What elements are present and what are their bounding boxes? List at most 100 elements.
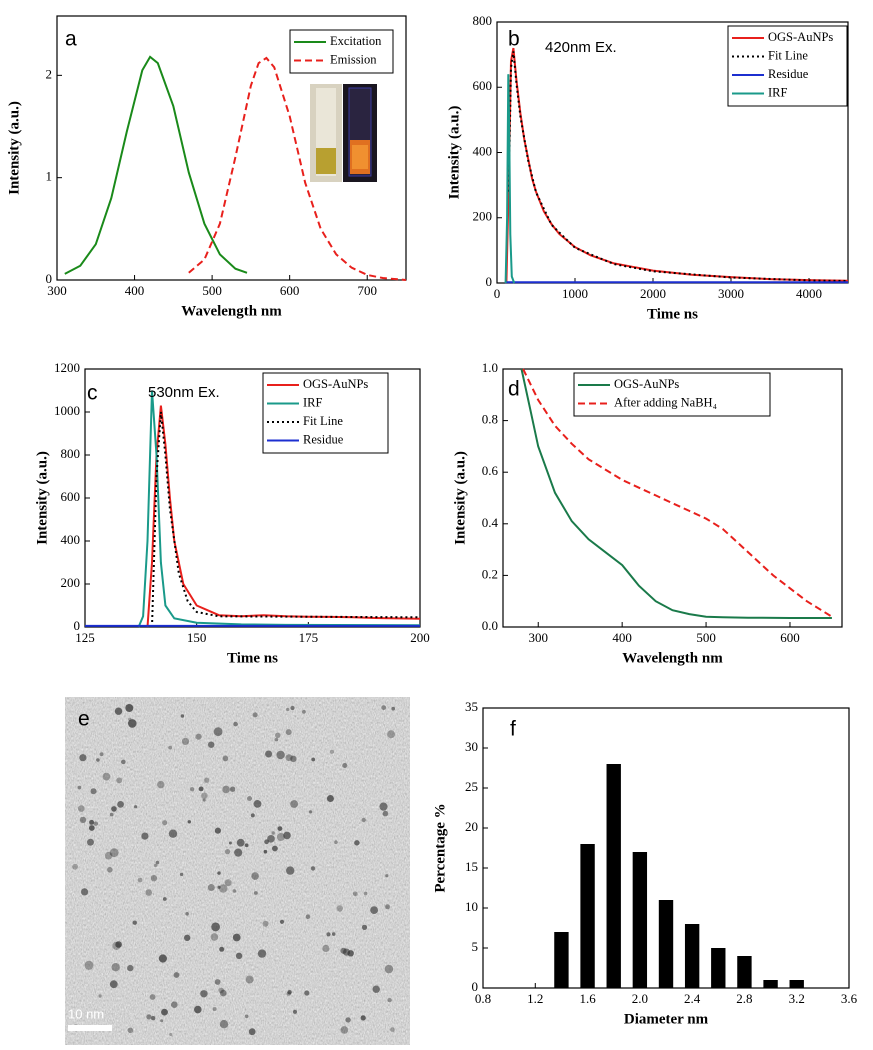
nanoparticle bbox=[391, 706, 396, 711]
nanoparticle bbox=[253, 800, 262, 808]
nanoparticle bbox=[361, 924, 368, 931]
nanoparticle bbox=[290, 800, 298, 808]
tem-image bbox=[65, 697, 410, 1045]
nanoparticle bbox=[250, 813, 255, 818]
bar bbox=[606, 764, 621, 988]
nanoparticle bbox=[127, 1027, 134, 1034]
nanoparticle bbox=[336, 905, 343, 912]
nanoparticle bbox=[84, 960, 94, 970]
y-tick-label: 1.0 bbox=[482, 360, 498, 375]
panel: 0.8 1.2 1.6 2.0 2.4 2.8 3.2 3.6 0 5 10 15 20 25 30 35 Di… bbox=[432, 699, 857, 1027]
nanoparticle bbox=[276, 750, 285, 760]
y-tick-label: 25 bbox=[465, 779, 478, 794]
nanoparticle bbox=[89, 819, 95, 825]
nanoparticle bbox=[155, 860, 160, 865]
nanoparticle bbox=[232, 933, 241, 942]
nanoparticle bbox=[141, 832, 149, 840]
nanoparticle bbox=[210, 933, 219, 941]
nanoparticle bbox=[107, 867, 113, 873]
nanoparticle bbox=[244, 843, 249, 848]
y-tick-label: 400 bbox=[473, 143, 493, 158]
nanoparticle bbox=[363, 891, 368, 896]
nanoparticle bbox=[283, 831, 291, 840]
nanoparticle bbox=[146, 1014, 152, 1020]
nanoparticle bbox=[127, 964, 134, 972]
nanoparticle bbox=[98, 994, 102, 998]
nanoparticle bbox=[329, 749, 334, 754]
nanoparticle bbox=[180, 714, 185, 718]
y-tick-label: 0 bbox=[472, 979, 479, 994]
nanoparticle bbox=[276, 833, 285, 841]
y-tick-label: 10 bbox=[465, 899, 478, 914]
panel: 0 1000 2000 3000 4000 0 200 400 600 800 Time ns Int… bbox=[446, 13, 849, 322]
y-tick-label: 200 bbox=[473, 209, 493, 224]
nanoparticle bbox=[309, 810, 313, 814]
y-tick-label: 0 bbox=[46, 271, 53, 286]
nanoparticle bbox=[125, 704, 134, 712]
y-tick-label: 0.6 bbox=[482, 463, 499, 478]
x-tick-label: 3000 bbox=[718, 286, 744, 301]
nanoparticle bbox=[263, 849, 268, 854]
legend-label: IRF bbox=[303, 395, 323, 409]
nanoparticle bbox=[381, 705, 387, 710]
nanoparticle bbox=[219, 1019, 229, 1029]
nanoparticle bbox=[93, 821, 99, 826]
nanoparticle bbox=[229, 786, 236, 792]
x-axis-label: Wavelength nm bbox=[622, 650, 723, 666]
x-tick-label: 3.6 bbox=[841, 991, 858, 1006]
annotation: 530nm Ex. bbox=[148, 384, 220, 401]
x-tick-label: 3.2 bbox=[789, 991, 805, 1006]
x-tick-label: 2.4 bbox=[684, 991, 701, 1006]
panel-label: f bbox=[510, 718, 516, 741]
plot-frame bbox=[502, 368, 843, 628]
panel-label: c bbox=[87, 382, 98, 405]
nanoparticle bbox=[326, 795, 334, 802]
x-tick-label: 600 bbox=[780, 630, 800, 645]
nanoparticle bbox=[218, 987, 224, 994]
nanoparticle bbox=[219, 884, 228, 893]
nanoparticle bbox=[235, 952, 243, 959]
nanoparticle bbox=[286, 991, 291, 996]
nanoparticle bbox=[372, 985, 380, 993]
nanoparticle bbox=[331, 932, 336, 936]
panel-label: a bbox=[65, 28, 77, 51]
y-tick-label: 0.8 bbox=[482, 412, 498, 427]
bar bbox=[632, 852, 648, 988]
nanoparticle bbox=[117, 801, 124, 808]
nanoparticle bbox=[310, 866, 316, 871]
series-line bbox=[504, 74, 516, 284]
nanoparticle bbox=[79, 754, 87, 762]
bar bbox=[763, 980, 778, 988]
nanoparticle bbox=[304, 990, 310, 996]
nanoparticle bbox=[189, 787, 195, 792]
nanoparticle bbox=[340, 1026, 349, 1034]
nanoparticle bbox=[162, 897, 167, 901]
y-axis-label: Intensity (a.u.) bbox=[446, 106, 462, 200]
nanoparticle bbox=[290, 705, 295, 711]
legend-label: After adding NaBH₄ bbox=[614, 395, 717, 409]
y-tick-label: 30 bbox=[465, 739, 478, 754]
nanoparticle bbox=[234, 848, 243, 857]
nanoparticle bbox=[212, 1007, 217, 1011]
nanoparticle bbox=[201, 792, 208, 800]
legend-box bbox=[573, 372, 771, 417]
nanoparticle bbox=[77, 785, 82, 790]
nanoparticle bbox=[109, 848, 119, 858]
y-tick-label: 800 bbox=[473, 13, 493, 28]
nanoparticle bbox=[292, 1009, 298, 1014]
nanoparticle bbox=[286, 707, 290, 712]
x-axis-label: Diameter nm bbox=[624, 1011, 709, 1027]
nanoparticle bbox=[285, 754, 293, 762]
nanoparticle bbox=[173, 972, 180, 978]
nanoparticle bbox=[208, 741, 215, 748]
nanoparticle bbox=[233, 721, 238, 727]
nanoparticle bbox=[134, 805, 138, 809]
nanoparticle bbox=[88, 825, 95, 831]
x-tick-label: 1.2 bbox=[527, 991, 543, 1006]
nanoparticle bbox=[128, 717, 132, 721]
plot-frame bbox=[56, 15, 407, 281]
nanoparticle bbox=[370, 906, 378, 914]
legend-label: Residue bbox=[768, 67, 809, 81]
nanoparticle bbox=[145, 889, 152, 896]
